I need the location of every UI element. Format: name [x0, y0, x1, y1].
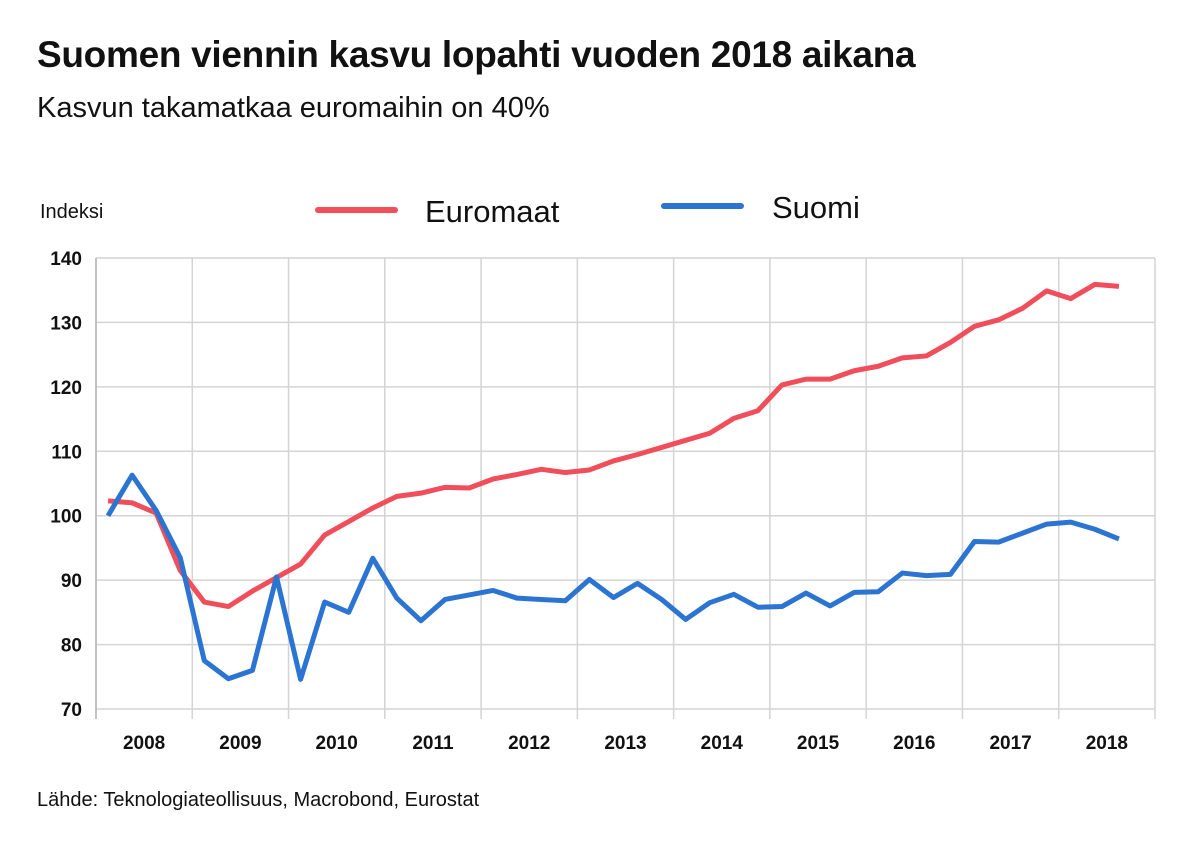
y-tick-label: 80 — [61, 636, 82, 657]
source-note: Lähde: Teknologiateollisuus, Macrobond, … — [37, 789, 480, 811]
legend-label-suomi: Suomi — [772, 190, 860, 225]
y-tick-label: 120 — [50, 378, 82, 399]
x-tick-label: 2010 — [316, 733, 358, 754]
x-tick-label: 2011 — [412, 733, 454, 754]
grid-lines — [95, 257, 1156, 719]
y-tick-label: 130 — [50, 313, 82, 334]
series-line-suomi — [105, 472, 1120, 682]
y-tick-label: 90 — [61, 571, 82, 592]
x-tick-label: 2012 — [508, 733, 550, 754]
y-tick-label: 100 — [50, 507, 82, 528]
y-tick-label: 70 — [61, 700, 82, 721]
legend-label-euromaat: Euromaat — [425, 194, 560, 229]
axes: 70 80 90 100 110 120 130 140 2008 2009 2010 2011 201… — [50, 249, 1128, 754]
x-tick-label: 2009 — [219, 733, 261, 754]
legend: Euromaat Suomi — [315, 190, 860, 229]
x-tick-label: 2018 — [1086, 733, 1128, 754]
x-tick-label: 2016 — [893, 733, 935, 754]
x-tick-label: 2008 — [123, 733, 165, 754]
chart-title: Suomen viennin kasvu lopahti vuoden 2018… — [37, 34, 916, 75]
x-tick-label: 2015 — [797, 733, 840, 754]
y-tick-label: 140 — [50, 249, 82, 270]
series-line-euromaat — [107, 281, 1120, 610]
series-lines — [105, 281, 1120, 682]
y-tick-label: 110 — [51, 442, 82, 463]
x-tick-label: 2017 — [989, 733, 1031, 754]
y-axis-label: Indeksi — [40, 201, 103, 223]
x-tick-label: 2014 — [701, 733, 744, 754]
x-tick-label: 2013 — [604, 733, 646, 754]
chart-subtitle: Kasvun takamatkaa euromaihin on 40% — [37, 92, 550, 124]
